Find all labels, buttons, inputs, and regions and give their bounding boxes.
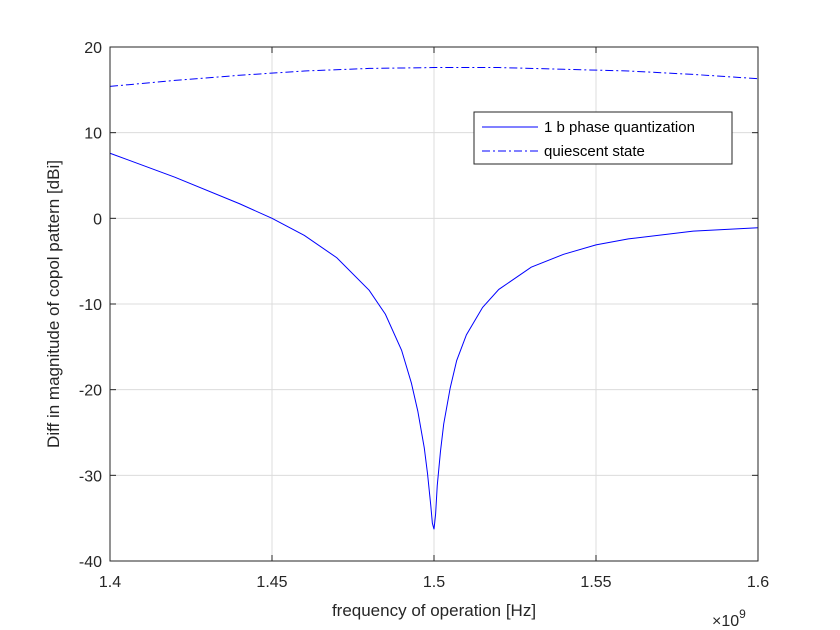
y-tick-label: 0 <box>93 211 102 228</box>
x-tick-label: 1.45 <box>256 574 287 591</box>
y-tick-label: 20 <box>84 40 102 57</box>
x-axis-label: frequency of operation [Hz] <box>332 601 536 620</box>
y-tick-label: -30 <box>79 468 102 485</box>
legend: 1 b phase quantization quiescent state <box>473 111 733 165</box>
series-line-1 <box>109 67 759 87</box>
x-tick-label: 1.5 <box>423 574 445 591</box>
y-tick-label: -20 <box>79 383 102 400</box>
x-axis-exponent-power: 9 <box>739 607 746 621</box>
y-axis-label: Diff in magnitude of copol pattern [dBi] <box>44 160 63 448</box>
y-tick-label: -40 <box>79 554 102 571</box>
legend-box <box>473 111 733 165</box>
x-tick-label: 1.4 <box>99 574 121 591</box>
x-axis-exponent-base: ×10 <box>712 613 739 630</box>
y-tick-label: 10 <box>84 126 102 143</box>
legend-label-1b-phase: 1 b phase quantization <box>544 119 695 136</box>
x-tick-label: 1.6 <box>747 574 769 591</box>
ticks <box>109 46 759 562</box>
series-layer <box>109 67 759 530</box>
series-line-0 <box>109 152 759 530</box>
y-tick-label: -10 <box>79 297 102 314</box>
x-axis-exponent: ×109 <box>712 607 746 630</box>
tick-labels: 1.4 1.45 1.5 1.55 1.6 -40 -30 -20 -10 0 10 20 <box>79 40 769 591</box>
legend-label-quiescent: quiescent state <box>544 143 645 160</box>
x-tick-label: 1.55 <box>580 574 611 591</box>
